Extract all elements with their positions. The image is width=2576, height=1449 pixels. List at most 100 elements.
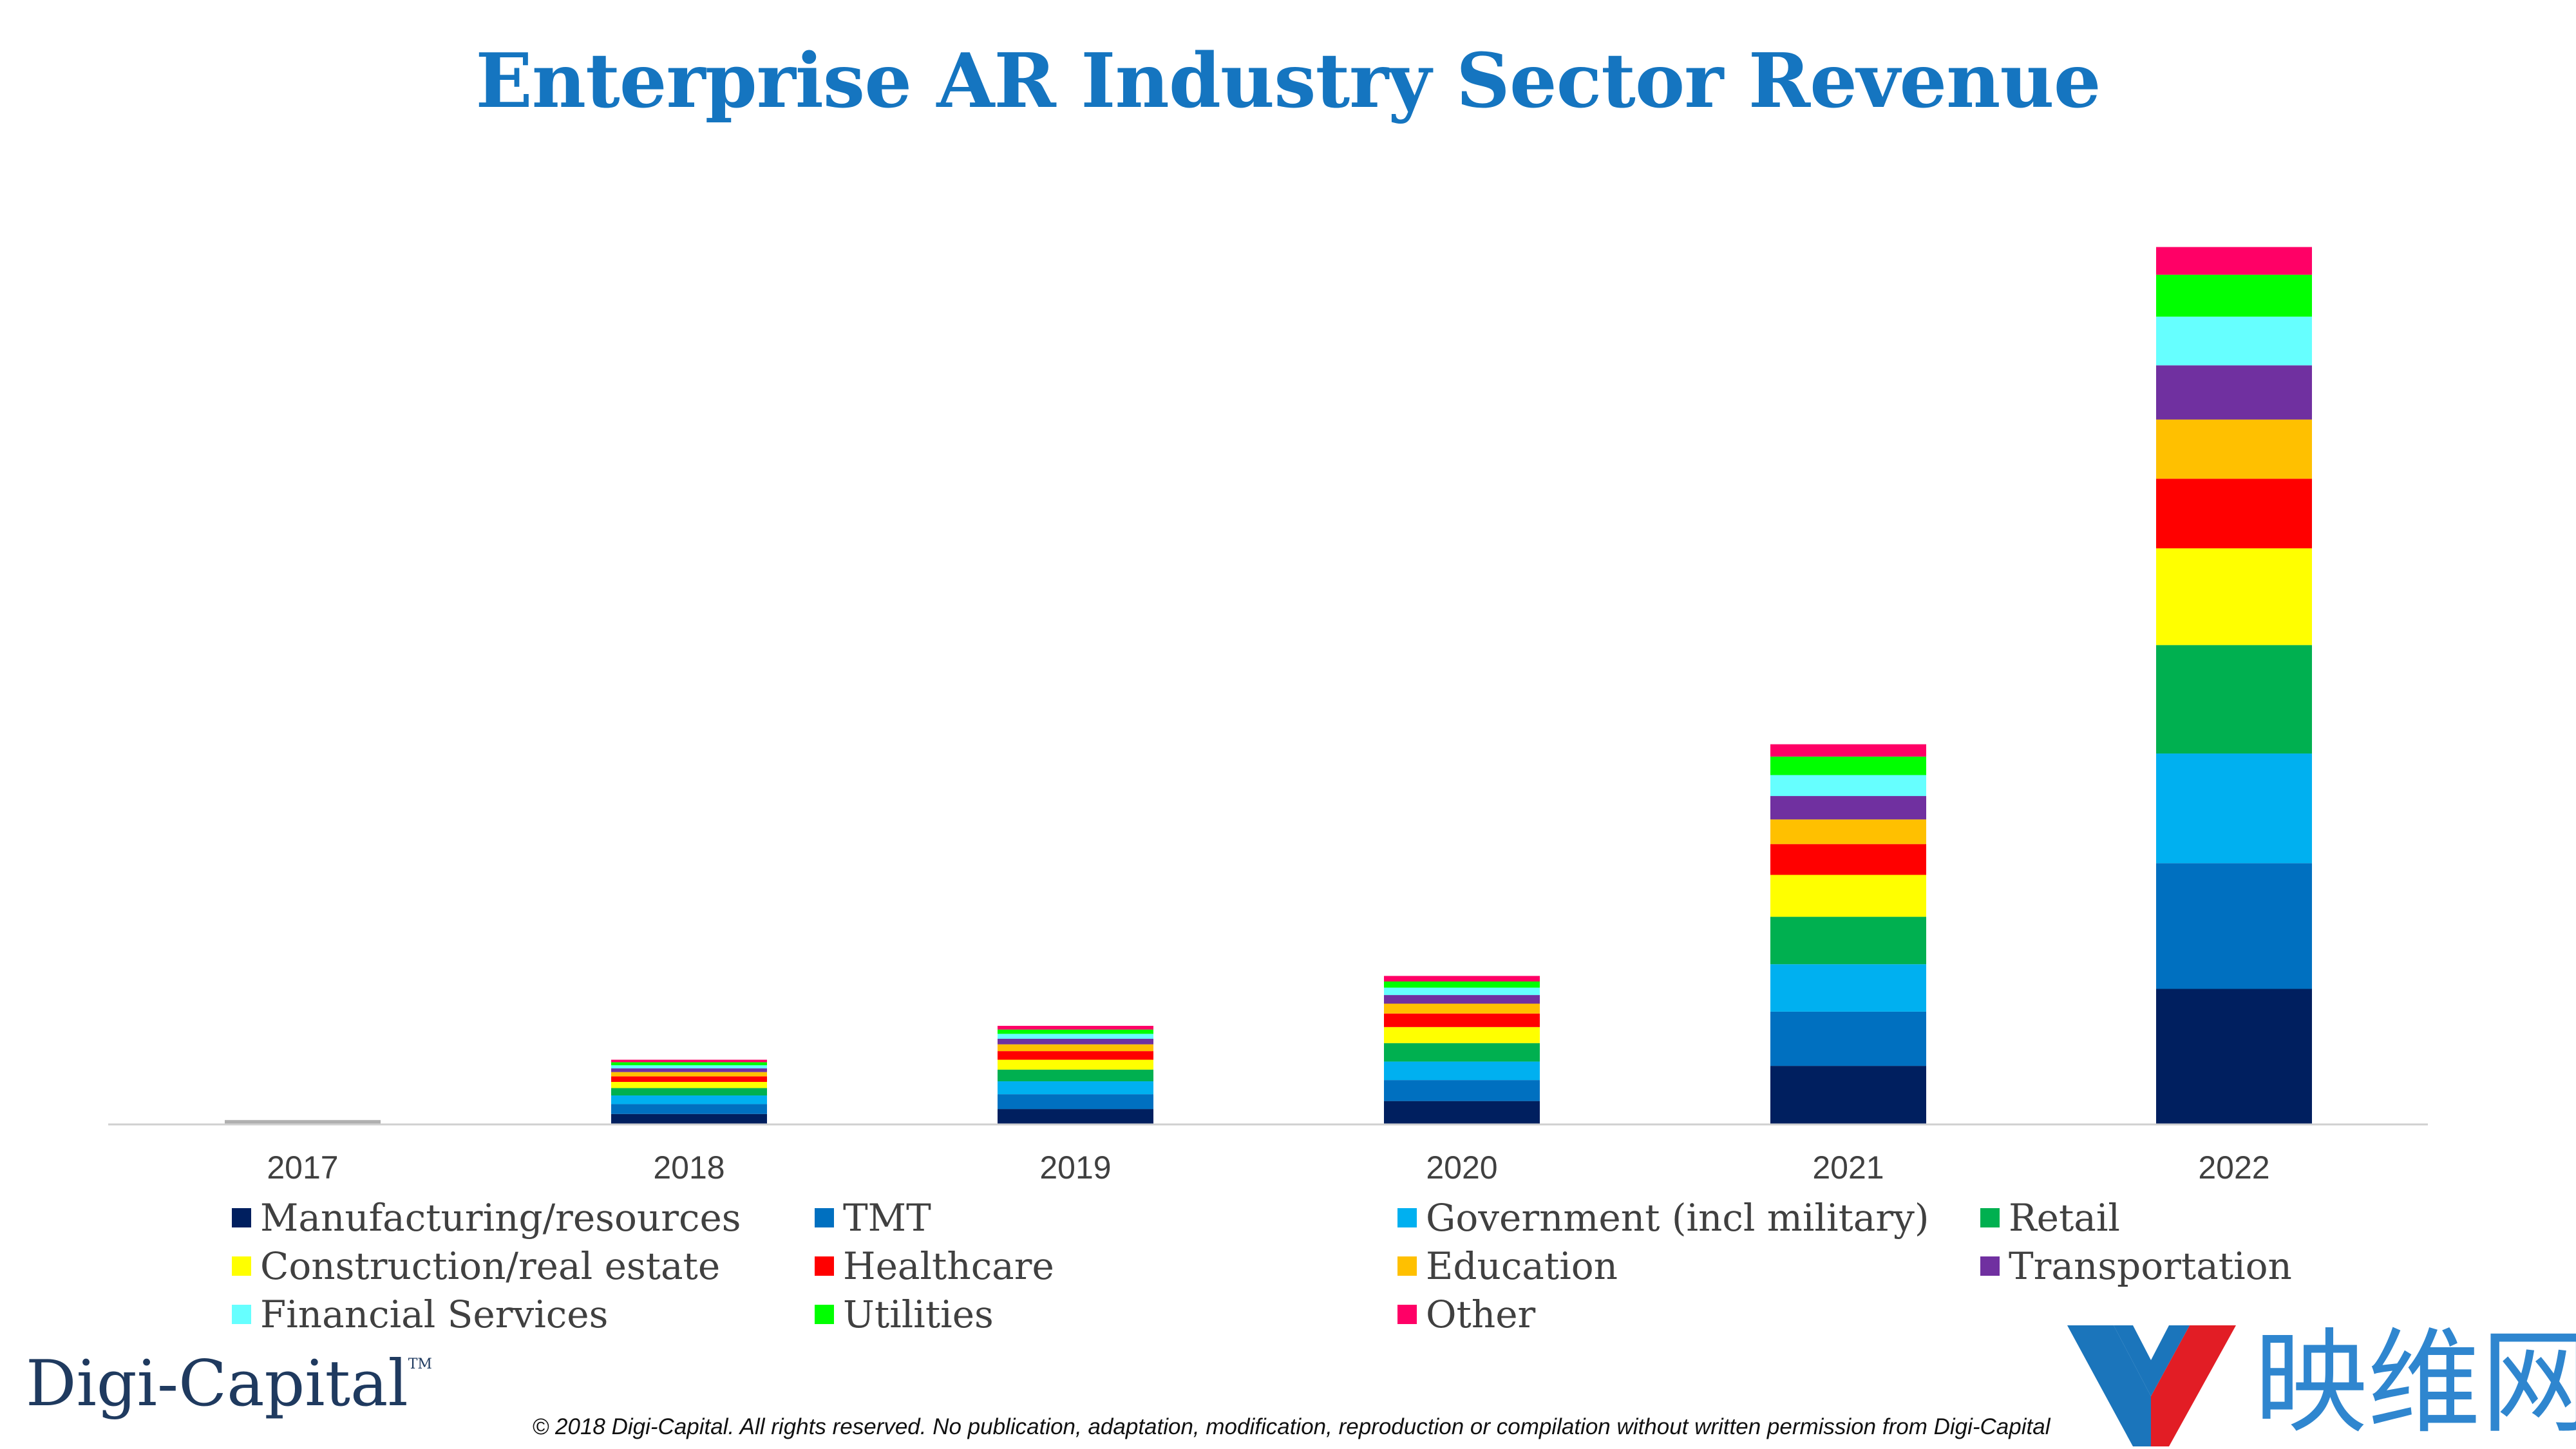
brand-trademark: TM [408,1356,432,1372]
bars-layer [225,247,2312,1124]
chart-title: Enterprise AR Industry Sector Revenue [475,37,2101,125]
bar-2018-series-8 [611,1065,767,1068]
legend-swatch [1397,1304,1417,1324]
legend-item-8: Financial Services [232,1291,815,1337]
bar-2020-series-7 [1384,995,1540,1004]
legend-label: Utilities [843,1292,994,1336]
x-tick-label-2018: 2018 [653,1150,724,1185]
bar-2020-series-1 [1384,1080,1540,1101]
x-tick-labels: 2017 2018 2019 2020 2021 2022 [267,1150,2269,1185]
bar-2018-series-10 [611,1059,767,1063]
legend-swatch [815,1208,834,1227]
copyright-notice: © 2018 Digi-Capital. All rights reserved… [532,1414,2050,1439]
bar-2021-series-6 [1770,819,1926,844]
bar-2022-series-0 [2156,989,2312,1124]
legend-item-10: Other [1397,1291,1980,1337]
bar-2018-series-7 [611,1068,767,1072]
bar-2022-series-10 [2156,247,2312,275]
bar-2020-series-3 [1384,1043,1540,1062]
bar-2019-series-10 [998,1025,1153,1030]
bar-2017-series-3 [225,1121,381,1122]
bar-2021-series-8 [1770,775,1926,797]
legend-swatch [1397,1208,1417,1227]
legend-label: Financial Services [260,1292,609,1336]
bar-2018-series-9 [611,1062,767,1066]
bar-2019-series-4 [998,1059,1153,1070]
bar-2020-series-6 [1384,1003,1540,1014]
bar-2021-series-7 [1770,796,1926,820]
legend-label: Government (incl military) [1426,1195,1929,1240]
bar-2021-series-5 [1770,844,1926,875]
bar-2021-series-9 [1770,756,1926,775]
bar-2019-series-9 [998,1029,1153,1034]
bar-2019-series-2 [998,1081,1153,1095]
legend-item-9: Utilities [815,1291,1397,1337]
bar-2018-series-5 [611,1076,767,1082]
bar-2020-series-5 [1384,1013,1540,1027]
bar-2018-series-4 [611,1081,767,1088]
legend-item-5: Healthcare [815,1243,1397,1289]
bar-2019-series-8 [998,1034,1153,1039]
legend-label: Construction/real estate [260,1244,721,1288]
bar-2017-series-1 [225,1122,381,1124]
brand-name: Digi-Capital [26,1347,408,1421]
bar-2019-series-1 [998,1094,1153,1110]
bar-2020-series-8 [1384,987,1540,996]
bar-2020-series-2 [1384,1061,1540,1081]
legend-swatch [1980,1256,2000,1276]
legend-item-4: Construction/real estate [232,1243,815,1289]
legend-swatch [232,1208,251,1227]
legend-label: TMT [843,1195,931,1240]
legend-swatch [815,1304,834,1324]
legend-swatch [232,1256,251,1276]
watermark-text: 映维网 [2254,1317,2576,1449]
legend-swatch [1397,1256,1417,1276]
bar-2022-series-1 [2156,863,2312,989]
bar-2019-series-0 [998,1109,1153,1124]
bar-2021-series-2 [1770,964,1926,1012]
legend-item-6: Education [1397,1243,1980,1289]
bar-2021-series-1 [1770,1011,1926,1066]
x-tick-label-2019: 2019 [1039,1150,1111,1185]
legend-label: Manufacturing/resources [260,1195,741,1240]
x-tick-label-2022: 2022 [2198,1150,2269,1185]
legend-swatch [232,1304,251,1324]
legend-item-2: Government (incl military) [1397,1195,1980,1240]
bar-2019-series-7 [998,1039,1153,1045]
bar-2019-series-6 [998,1044,1153,1052]
bar-2019-series-3 [998,1069,1153,1082]
bar-2021-series-4 [1770,875,1926,917]
bar-2018-series-0 [611,1113,767,1124]
x-tick-label-2017: 2017 [267,1150,338,1185]
legend-swatch [1980,1208,2000,1227]
bar-2019-series-5 [998,1051,1153,1060]
bar-2022-series-7 [2156,365,2312,420]
x-tick-label-2020: 2020 [1426,1150,1497,1185]
bar-2018-series-1 [611,1104,767,1114]
bar-2020-series-9 [1384,981,1540,988]
bar-2018-series-2 [611,1095,767,1104]
bar-2022-series-2 [2156,753,2312,864]
bar-2021-series-10 [1770,744,1926,757]
x-tick-label-2021: 2021 [1812,1150,1884,1185]
stacked-bar-chart: 2017 2018 2019 2020 2021 2022 [108,247,2428,1185]
legend-label: Healthcare [843,1244,1054,1288]
legend-label: Education [1426,1244,1618,1288]
legend-item-3: Retail [1980,1195,2421,1240]
bar-2022-series-6 [2156,419,2312,479]
bar-2020-series-0 [1384,1101,1540,1124]
bar-2018-series-6 [611,1072,767,1077]
bar-2022-series-5 [2156,478,2312,549]
bar-2022-series-9 [2156,274,2312,317]
bar-2020-series-10 [1384,976,1540,982]
bar-2022-series-3 [2156,645,2312,754]
yivian-logo-icon [2067,1325,2236,1446]
bar-2020-series-4 [1384,1027,1540,1043]
bar-2017-series-5 [225,1120,381,1121]
bar-2021-series-0 [1770,1066,1926,1124]
bar-2022-series-8 [2156,316,2312,366]
legend-swatch [815,1256,834,1276]
legend-label: Other [1426,1292,1536,1336]
digi-capital-logo: Digi-CapitalTM [26,1347,432,1421]
legend: Manufacturing/resources TMT Government (in… [232,1195,2421,1337]
